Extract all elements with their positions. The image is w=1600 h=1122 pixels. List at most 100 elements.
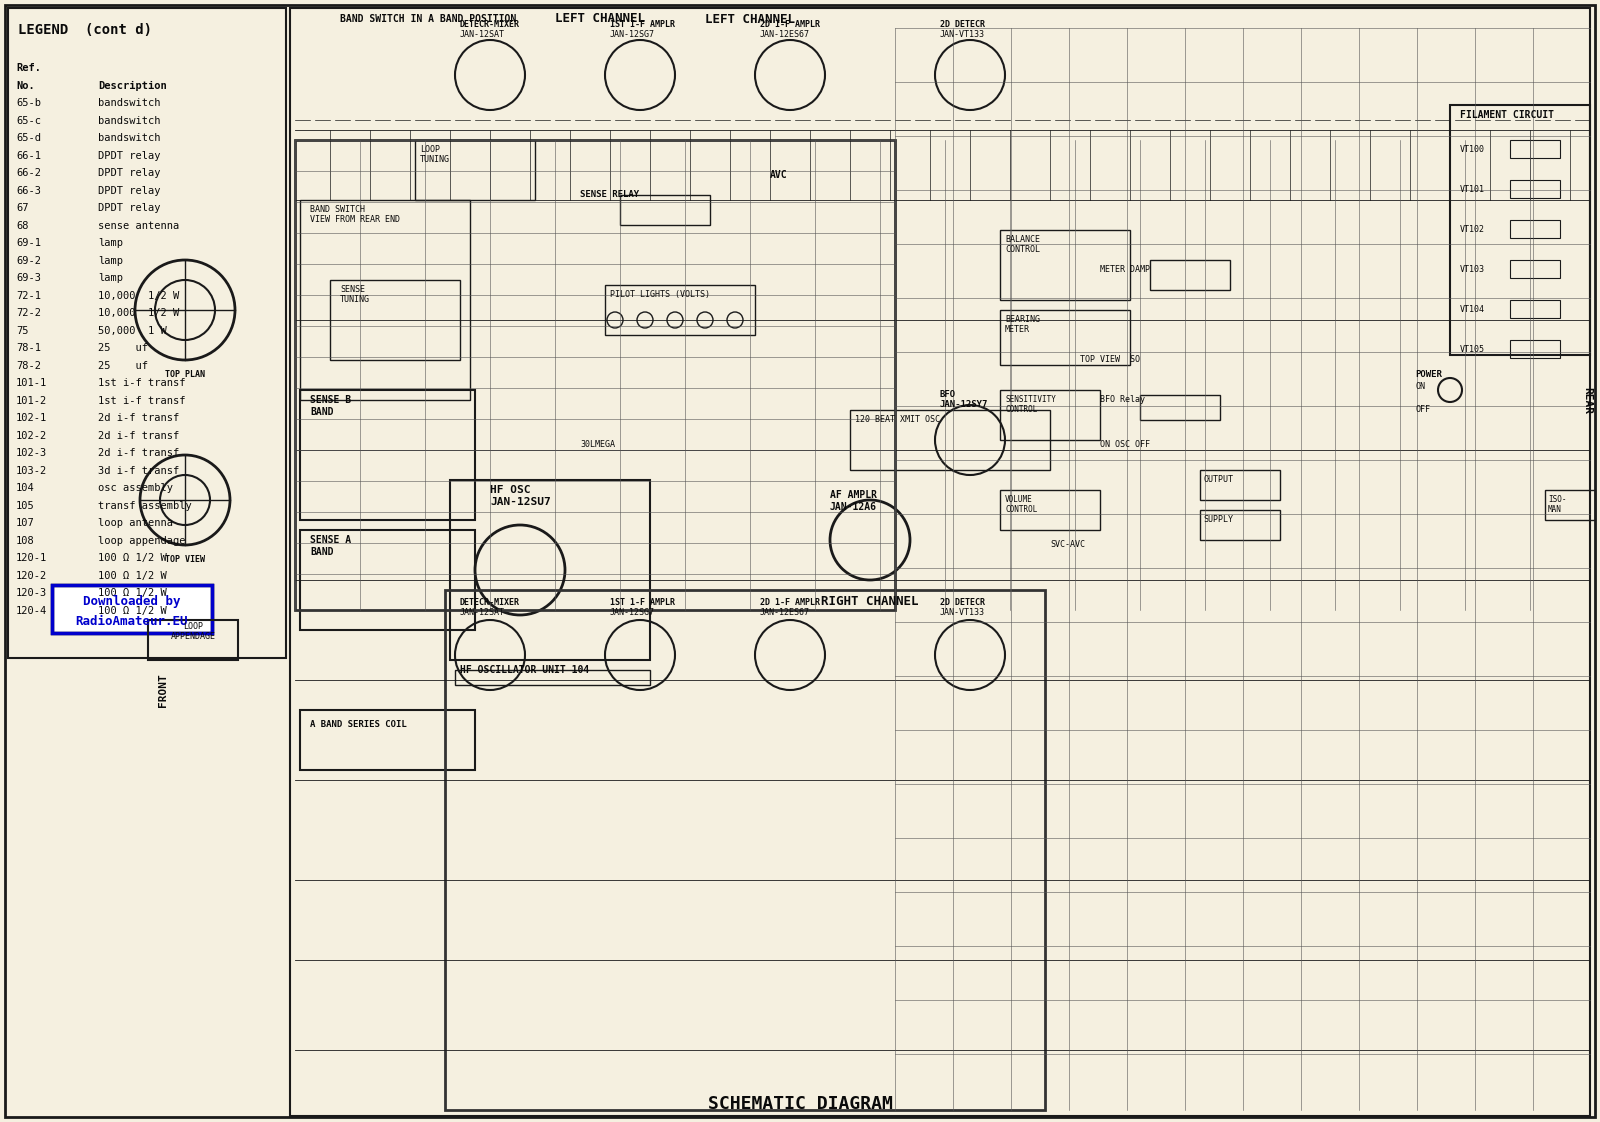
Text: 107: 107 — [16, 518, 35, 528]
Text: bandswitch: bandswitch — [98, 116, 160, 126]
Text: 65-d: 65-d — [16, 134, 42, 142]
Text: VT101: VT101 — [1459, 185, 1485, 194]
Text: JAN-VT133: JAN-VT133 — [941, 30, 986, 39]
Text: METER DAMP: METER DAMP — [1101, 265, 1150, 274]
Text: 1ST I-F AMPLR: 1ST I-F AMPLR — [610, 20, 675, 29]
Text: 10,000  1/2 W: 10,000 1/2 W — [98, 291, 179, 301]
Text: 2d i-f transf: 2d i-f transf — [98, 413, 179, 423]
Text: SENSITIVITY
CONTROL: SENSITIVITY CONTROL — [1005, 395, 1056, 414]
Text: BAND SWITCH
VIEW FROM REAR END: BAND SWITCH VIEW FROM REAR END — [310, 205, 400, 224]
Text: 2D DETECR: 2D DETECR — [941, 598, 986, 607]
Bar — [1000, 490, 1101, 530]
Text: REAR: REAR — [1582, 386, 1592, 414]
Text: FRONT: FRONT — [158, 673, 168, 707]
Bar — [1546, 490, 1595, 519]
Text: TOP VIEW: TOP VIEW — [165, 555, 205, 564]
Text: VT104: VT104 — [1459, 305, 1485, 314]
Text: JAN-12SG7: JAN-12SG7 — [610, 608, 654, 617]
Bar — [1510, 340, 1560, 358]
Text: 2D 1-F AMPLR: 2D 1-F AMPLR — [760, 598, 819, 607]
Text: PILOT LIGHTS (VOLTS): PILOT LIGHTS (VOLTS) — [610, 289, 710, 298]
Text: 120-3: 120-3 — [16, 588, 48, 598]
Text: SUPPLY: SUPPLY — [1203, 515, 1234, 524]
Text: 78-2: 78-2 — [16, 360, 42, 370]
Text: BALANCE
CONTROL: BALANCE CONTROL — [1005, 234, 1040, 255]
Bar — [454, 670, 650, 686]
Text: 1st i-f transf: 1st i-f transf — [98, 378, 186, 388]
Text: ISO-
MAN: ISO- MAN — [1549, 495, 1566, 514]
Text: VOLUME
CONTROL: VOLUME CONTROL — [1005, 495, 1037, 514]
Text: AVC: AVC — [770, 171, 787, 180]
Text: 102-3: 102-3 — [16, 448, 48, 458]
Text: 30LMEGA: 30LMEGA — [579, 440, 614, 449]
Text: DETECR-MIXER: DETECR-MIXER — [461, 20, 520, 29]
Text: BEARING
METER: BEARING METER — [1005, 315, 1040, 334]
Text: 105: 105 — [16, 500, 35, 511]
Bar — [850, 410, 1050, 470]
Text: SVC-AVC: SVC-AVC — [1050, 540, 1085, 549]
Bar — [1139, 395, 1221, 420]
Bar — [1000, 390, 1101, 440]
Bar — [301, 530, 475, 629]
Text: 120 BEAT XMIT OSC: 120 BEAT XMIT OSC — [854, 415, 941, 424]
Text: 103-2: 103-2 — [16, 466, 48, 476]
Text: 50,000  1 W: 50,000 1 W — [98, 325, 166, 335]
Bar — [301, 710, 475, 770]
Bar — [8, 8, 286, 657]
Text: JAN-12SAT: JAN-12SAT — [461, 30, 506, 39]
Text: 68: 68 — [16, 221, 29, 230]
Text: 2d i-f transf: 2d i-f transf — [98, 448, 179, 458]
Bar — [1200, 470, 1280, 500]
Bar — [301, 200, 470, 401]
Text: HF OSC
JAN-12SU7: HF OSC JAN-12SU7 — [490, 485, 550, 507]
Text: 66-3: 66-3 — [16, 185, 42, 195]
Bar — [290, 8, 1590, 1116]
Text: JAN-12SAT: JAN-12SAT — [461, 608, 506, 617]
Text: SENSE
TUNING: SENSE TUNING — [339, 285, 370, 304]
Bar — [1510, 220, 1560, 238]
Text: OFF: OFF — [1414, 405, 1430, 414]
Text: 2D I-F AMPLR: 2D I-F AMPLR — [760, 20, 819, 29]
Text: BAND SWITCH IN A BAND POSITION: BAND SWITCH IN A BAND POSITION — [339, 13, 517, 24]
Text: SENSE RELAY: SENSE RELAY — [579, 190, 638, 199]
Text: 66-1: 66-1 — [16, 150, 42, 160]
Text: 65-c: 65-c — [16, 116, 42, 126]
Bar — [147, 620, 238, 660]
Text: 101-2: 101-2 — [16, 395, 48, 405]
Text: 102-2: 102-2 — [16, 431, 48, 441]
Text: BFO
JAN-12SY7: BFO JAN-12SY7 — [941, 390, 989, 410]
Text: BFO Relay: BFO Relay — [1101, 395, 1146, 404]
Text: 75: 75 — [16, 325, 29, 335]
Text: 120-1: 120-1 — [16, 553, 48, 563]
Text: ON: ON — [1414, 381, 1426, 390]
Text: 78-1: 78-1 — [16, 343, 42, 353]
Text: RIGHT CHANNEL: RIGHT CHANNEL — [821, 595, 918, 608]
Text: bandswitch: bandswitch — [98, 98, 160, 108]
Text: 25    uf: 25 uf — [98, 360, 147, 370]
Text: AF AMPLR
JAN-12A6: AF AMPLR JAN-12A6 — [830, 490, 877, 512]
Text: DPDT relay: DPDT relay — [98, 150, 160, 160]
Text: POWER: POWER — [1414, 370, 1442, 379]
Text: transf assembly: transf assembly — [98, 500, 192, 511]
Text: 1ST 1-F AMPLR: 1ST 1-F AMPLR — [610, 598, 675, 607]
Bar — [51, 585, 211, 633]
Text: 2D DETECR: 2D DETECR — [941, 20, 986, 29]
Text: LEGEND  (cont d): LEGEND (cont d) — [18, 22, 152, 37]
Text: sense antenna: sense antenna — [98, 221, 179, 230]
Text: 10,000  1/2 W: 10,000 1/2 W — [98, 309, 179, 318]
Text: 69-1: 69-1 — [16, 238, 42, 248]
Text: VT102: VT102 — [1459, 226, 1485, 234]
Bar — [330, 280, 461, 360]
Text: RadioAmateur.EU: RadioAmateur.EU — [75, 615, 189, 628]
Text: DPDT relay: DPDT relay — [98, 168, 160, 178]
Text: ON OSC OFF: ON OSC OFF — [1101, 440, 1150, 449]
Bar — [1150, 260, 1230, 289]
Text: 120-2: 120-2 — [16, 570, 48, 580]
Bar — [301, 390, 475, 519]
Text: lamp: lamp — [98, 238, 123, 248]
Text: lamp: lamp — [98, 256, 123, 266]
Text: 65-b: 65-b — [16, 98, 42, 108]
Text: TOP VIEW  SO: TOP VIEW SO — [1080, 355, 1139, 364]
Text: 100 Ω 1/2 W: 100 Ω 1/2 W — [98, 553, 166, 563]
Bar — [1000, 230, 1130, 300]
